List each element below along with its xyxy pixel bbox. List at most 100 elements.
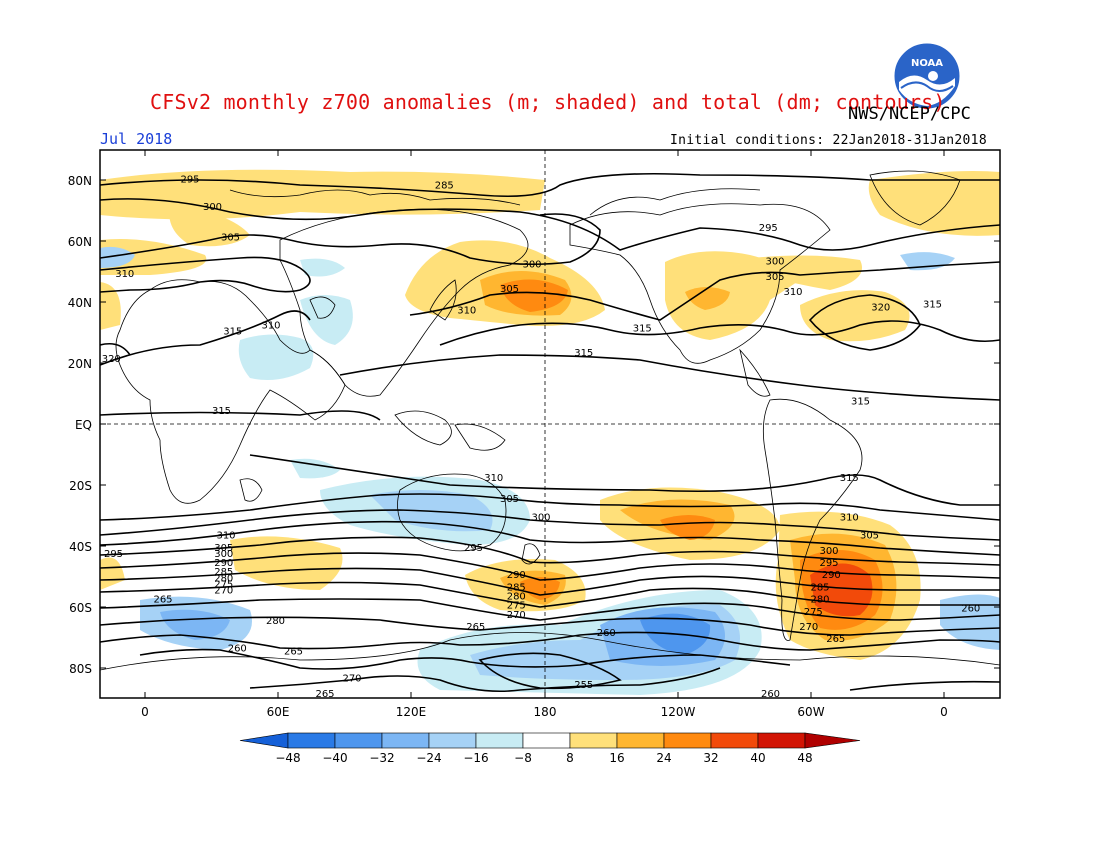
coastlines: [100, 170, 1000, 698]
colorbar-left-arrow: [239, 732, 289, 749]
agency-label: NWS/NCEP/CPC: [848, 104, 971, 124]
contour-label: 300: [531, 512, 550, 523]
contour-label: 270: [214, 585, 233, 596]
contour-label: 260: [961, 604, 980, 615]
colorbar-right-arrow: [804, 732, 861, 749]
colorbar-label: 32: [703, 751, 718, 765]
contour-label: 320: [102, 354, 121, 365]
colorbar-label: 16: [609, 751, 624, 765]
contour-label: 315: [840, 473, 859, 484]
lon-label: 60W: [797, 705, 824, 719]
contour-label: 305: [214, 543, 233, 554]
colorbar-label: 24: [656, 751, 671, 765]
colorbar-label: 48: [797, 751, 812, 765]
colorbar-cells: [239, 732, 861, 749]
lat-label: 60S: [69, 601, 92, 615]
contour-label: 290: [822, 570, 841, 581]
lon-labels: 0 60E 120E 180 120W 60W 0: [141, 705, 948, 719]
lat-label: 60N: [68, 235, 92, 249]
lat-label: 20S: [69, 479, 92, 493]
contour-label: 285: [214, 567, 233, 578]
contour-label: 280: [810, 595, 829, 606]
contour-label: 270: [507, 610, 526, 621]
contour-label: 300: [522, 260, 541, 271]
contour-label: 315: [923, 299, 942, 310]
contour-label: 310: [484, 473, 503, 484]
contour-label: 285: [435, 181, 454, 192]
colorbar-cell: [710, 732, 759, 749]
colorbar-label: −8: [514, 751, 532, 765]
contour-label: 305: [765, 272, 784, 283]
lat-label: EQ: [75, 418, 92, 432]
contour-label: 255: [574, 680, 593, 691]
colorbar-cell: [428, 732, 477, 749]
contour-label: 305: [860, 531, 879, 542]
colorbar-label: −24: [416, 751, 441, 765]
lon-label: 120E: [396, 705, 427, 719]
contour-label: 295: [180, 174, 199, 185]
colorbar-label: 40: [750, 751, 765, 765]
lon-label: 0: [141, 705, 149, 719]
colorbar-cell: [522, 732, 571, 749]
lat-label: 80S: [69, 662, 92, 676]
lat-label: 20N: [68, 357, 92, 371]
lon-label: 60E: [267, 705, 290, 719]
contour-label: 265: [284, 646, 303, 657]
page-title: CFSv2 monthly z700 anomalies (m; shaded)…: [150, 90, 946, 114]
noaa-logo-text: NOAA: [911, 58, 943, 69]
colorbar-label: −48: [275, 751, 300, 765]
contour-label: 275: [804, 607, 823, 618]
lat-label: 40S: [69, 540, 92, 554]
contour-label: 260: [228, 643, 247, 654]
colorbar-cell: [616, 732, 665, 749]
lat-ticks: [100, 179, 1000, 669]
contour-label: 265: [466, 622, 485, 633]
contour-label: 280: [266, 616, 285, 627]
contour-label: 260: [597, 628, 616, 639]
contour-label: 290: [214, 558, 233, 569]
contour-label: 290: [507, 570, 526, 581]
lon-label: 0: [940, 705, 948, 719]
colorbar-cell: [381, 732, 430, 749]
lon-label: 180: [534, 705, 557, 719]
contour-label: 295: [759, 223, 778, 234]
contour-label: 320: [871, 302, 890, 313]
contour-label: 280: [214, 573, 233, 584]
lon-label: 120W: [661, 705, 696, 719]
contour-label: 300: [203, 202, 222, 213]
initial-conditions-label: Initial conditions: 22Jan2018-31Jan2018: [670, 133, 987, 148]
contour-label: 315: [633, 324, 652, 335]
contour-label: 310: [840, 512, 859, 523]
contour-label: 310: [216, 531, 235, 542]
contour-label: 270: [342, 674, 361, 685]
noaa-logo: NOAA: [893, 42, 961, 110]
contour-label: 275: [214, 579, 233, 590]
lat-label: 80N: [68, 174, 92, 188]
colorbar-label: −40: [322, 751, 347, 765]
contour-label: 310: [783, 287, 802, 298]
colorbar-label: 8: [566, 751, 574, 765]
contour-label: 310: [115, 269, 134, 280]
contour-label: 295: [464, 543, 483, 554]
contour-label: 310: [261, 321, 280, 332]
contour-label: 310: [457, 305, 476, 316]
contour-label: 315: [851, 397, 870, 408]
anomaly-shading: [100, 169, 1000, 695]
contour-label: 265: [826, 634, 845, 645]
height-contours: [100, 172, 1000, 692]
colorbar-cell: [475, 732, 524, 749]
contour-label: 265: [315, 689, 334, 700]
contour-label: 315: [212, 406, 231, 417]
contour-label: 280: [507, 592, 526, 603]
colorbar-cell: [287, 732, 336, 749]
contour-label: 300: [765, 257, 784, 268]
lon-ticks: [144, 150, 945, 698]
contour-label: 285: [507, 582, 526, 593]
contour-label: 315: [223, 327, 242, 338]
colorbar-cell: [334, 732, 383, 749]
colorbar-cell: [569, 732, 618, 749]
contour-label: 305: [221, 232, 240, 243]
